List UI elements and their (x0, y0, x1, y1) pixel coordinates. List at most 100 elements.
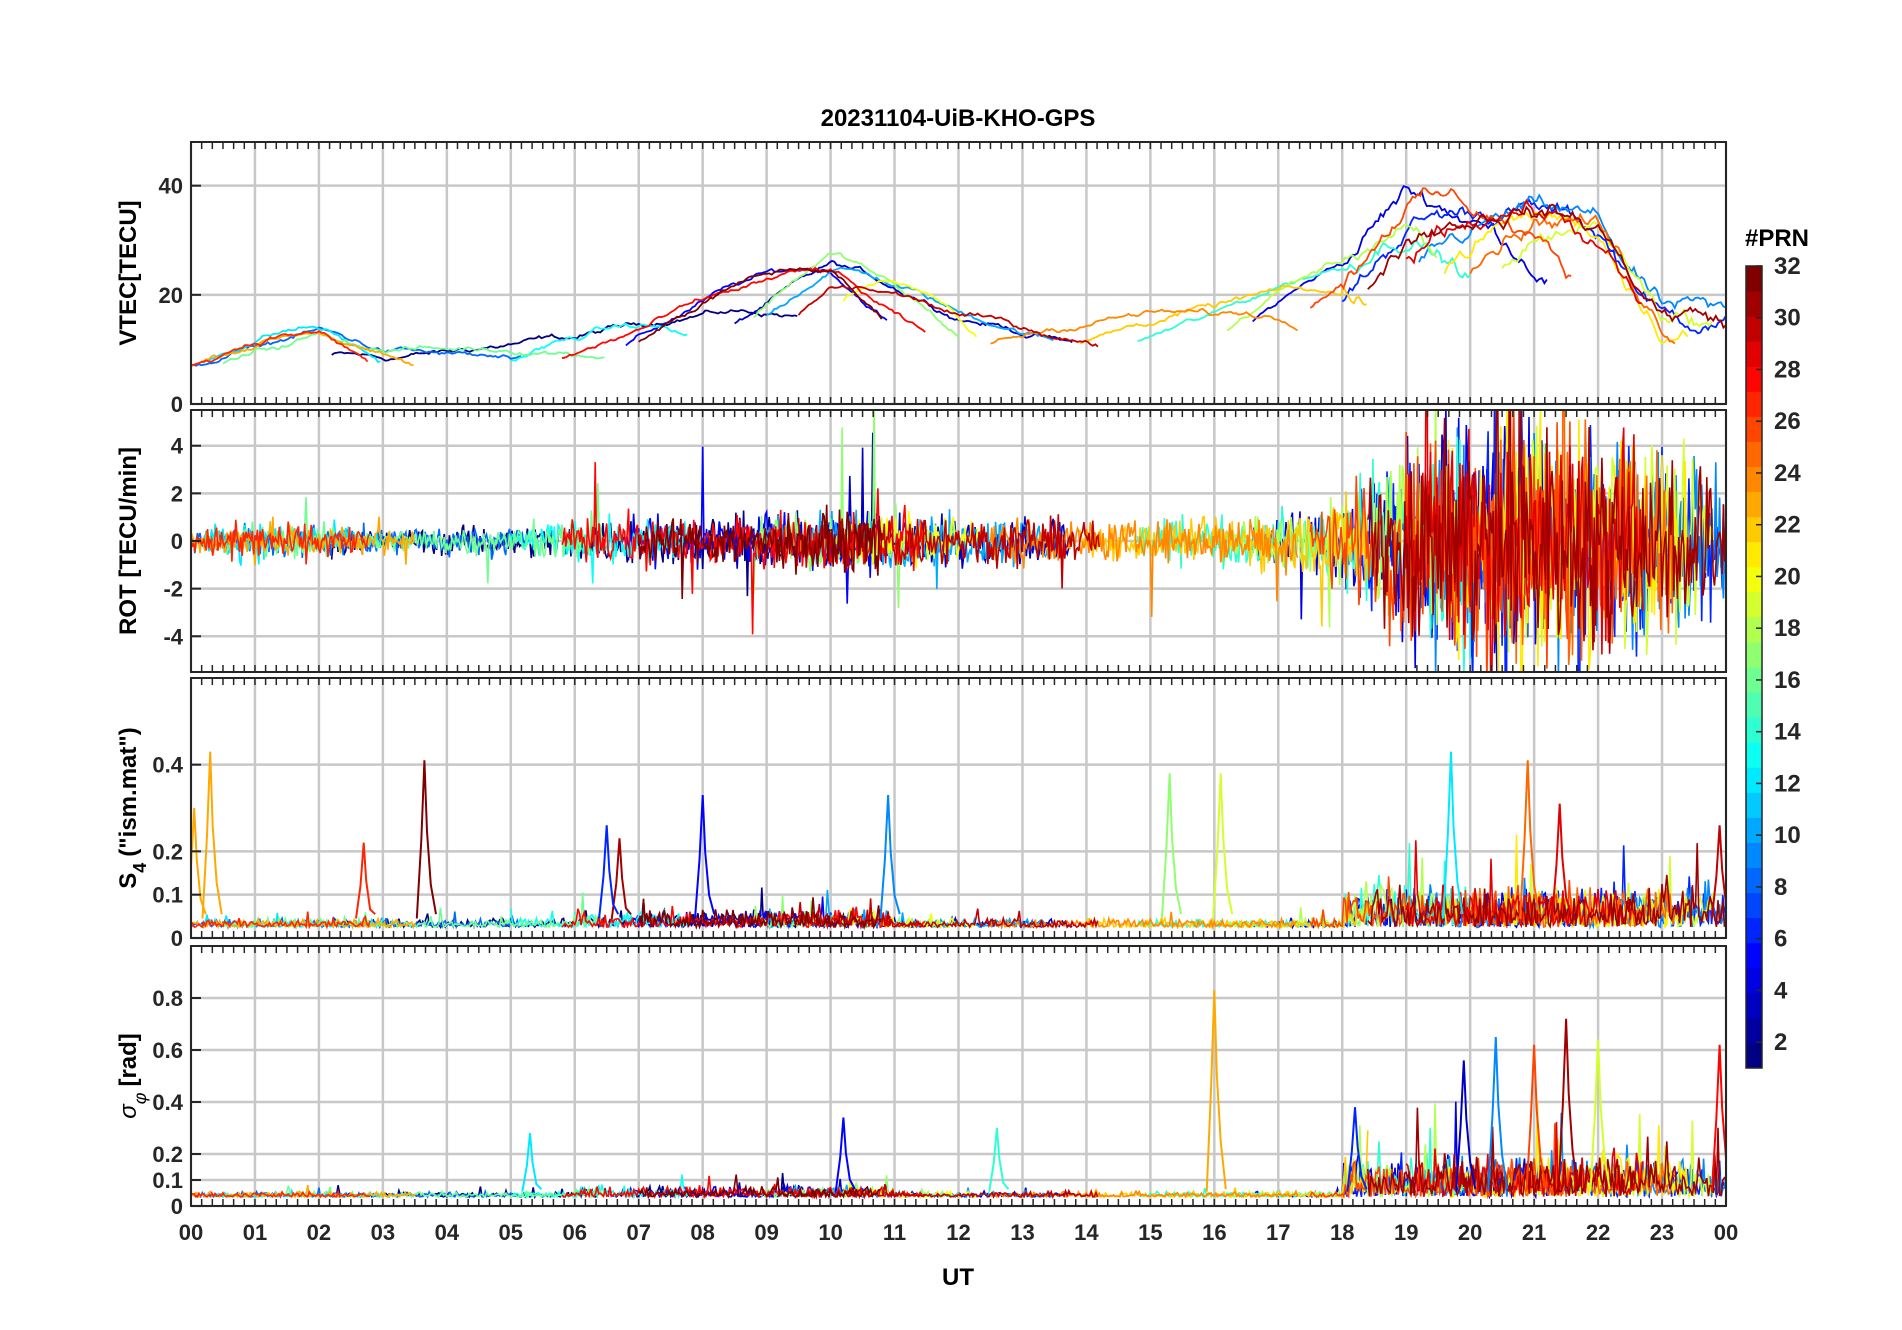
y-tick-label: 2 (171, 481, 183, 506)
sigma_phi-series-prn-31 (1367, 1107, 1726, 1198)
rot-series-prn-17 (753, 410, 960, 609)
sigma_phi-peak (1589, 1039, 1611, 1192)
colorbar-cell (1746, 516, 1762, 543)
colorbar-cell (1746, 767, 1762, 793)
s4-series-prn-31 (1367, 843, 1726, 929)
x-tick-label: 14 (1074, 1220, 1099, 1245)
colorbar-tick-label: 30 (1774, 305, 1801, 332)
colorbar-tick-label: 8 (1774, 874, 1787, 901)
sigma_phi-series-prn-32 (638, 1174, 881, 1200)
x-tick-label: 19 (1394, 1220, 1418, 1245)
y-axis-label-vtec: VTEC[TECU] (115, 200, 142, 345)
s4-peak (598, 825, 620, 919)
y-tick-label: 0.1 (152, 1168, 183, 1193)
y-label-sub: 4 (130, 863, 150, 873)
colorbar-tick-label: 22 (1774, 512, 1801, 539)
s4-peak (1519, 760, 1541, 919)
colorbar-cell (1746, 641, 1762, 668)
grid-vtec (189, 142, 1728, 406)
panel-sigma_phi: 00.10.2 0.4 0.6 0.8 σφ [rad] 00 01 02 03 04 05 06 07 0… (115, 945, 1738, 1245)
chart-title: 20231104-UiB-KHO-GPS (821, 105, 1096, 132)
colorbar-cell (1746, 917, 1762, 944)
vtec-series-prn-5 (625, 267, 888, 347)
vtec-series-prn-18 (1226, 223, 1438, 332)
s4-peak (355, 842, 376, 919)
y-axis-label-s4: S4 ("ism.mat") (115, 727, 150, 888)
y-tick-label: 0.2 (152, 839, 183, 864)
vtec-series-prn-32 (638, 267, 883, 343)
colorbar-cell (1746, 967, 1762, 994)
vtec-series-prn-28 (561, 266, 926, 359)
vtec-series-prn-6 (1341, 198, 1726, 335)
colorbar-cell (1746, 942, 1762, 969)
y-tick-label: 0.4 (152, 1090, 183, 1115)
x-tick-label: 05 (499, 1220, 523, 1245)
colorbar-tick-label: 26 (1774, 408, 1801, 435)
colorbar-tick-label: 12 (1774, 770, 1801, 797)
sigma_phi-peak (1525, 1044, 1547, 1192)
minor-ticks-rot (190, 410, 1727, 672)
vtec-series-prn-9 (1418, 193, 1726, 311)
sigma_phi-peak (1346, 1107, 1368, 1192)
colorbar-cell (1746, 466, 1762, 493)
y-axis-label-rot: ROT [TECU/min] (115, 447, 142, 635)
x-tick-label: 17 (1266, 1220, 1290, 1245)
x-tick-label: 08 (690, 1220, 714, 1245)
y-tick-label: 0 (171, 529, 183, 554)
y-tick-label: 0.1 (152, 883, 183, 908)
colorbar-cells (1746, 266, 1762, 1069)
y-tick-label: -2 (163, 577, 183, 602)
s4-series-prn-32 (637, 897, 881, 931)
s4-peak (415, 760, 437, 919)
colorbar-tick-label: 16 (1774, 667, 1801, 694)
x-tick-label: 15 (1138, 1220, 1162, 1245)
sigma_phi-peak (1487, 1036, 1509, 1192)
y-tick-label: -4 (163, 624, 183, 649)
x-tick-label: 02 (307, 1220, 331, 1245)
colorbar-tick-label: 18 (1774, 615, 1801, 642)
colorbar-tick-label: 20 (1774, 563, 1801, 590)
colorbar-cell (1746, 842, 1762, 868)
vtec-series-prn-4 (1252, 185, 1548, 323)
colorbar-cell (1746, 692, 1762, 718)
sigma_phi-peak (521, 1133, 543, 1192)
vtec-series-prn-16 (222, 331, 605, 365)
colorbar-tick-label: 6 (1774, 926, 1787, 953)
y-label-sub: φ (130, 1092, 150, 1104)
x-tick-label: 18 (1330, 1220, 1354, 1245)
colorbar-cell (1746, 591, 1762, 618)
vtec-series-prn-27 (191, 330, 369, 366)
y-tick-label: 0.4 (152, 753, 183, 778)
y-tick-label: 0.8 (152, 986, 183, 1011)
colorbar-tick-label: 2 (1774, 1029, 1787, 1056)
y-tick-label: 0 (171, 392, 183, 417)
rot-series-prn-30 (797, 514, 1100, 589)
series-sigma_phi (191, 990, 1726, 1200)
y-tick-label: 0 (171, 1194, 183, 1219)
s4-peak (1160, 773, 1183, 919)
sigma_phi-peak (1205, 990, 1227, 1192)
colorbar-cell (1746, 1042, 1762, 1069)
x-tick-label: 23 (1650, 1220, 1674, 1245)
colorbar-cell (1746, 566, 1762, 593)
rot-series-prn-27 (191, 519, 370, 565)
colorbar-cell (1746, 992, 1762, 1019)
vtec-series-prn-1 (331, 309, 798, 362)
series-s4 (191, 751, 1726, 931)
x-tick-label: 11 (883, 1220, 906, 1245)
colorbar-tick-label: 14 (1774, 719, 1801, 746)
x-tick-label: 07 (626, 1220, 650, 1245)
colorbar-cell (1746, 491, 1762, 518)
x-tick-label: 10 (818, 1220, 842, 1245)
colorbar-cell (1746, 416, 1762, 442)
vtec-series-prn-13 (510, 322, 688, 362)
sigma_phi-series-prn-27 (191, 1188, 371, 1199)
sigma_phi-series-prn-23 (191, 1184, 416, 1199)
x-axis-label: UT (942, 1264, 974, 1291)
s4-series-prn-27 (191, 911, 371, 930)
vtec-series-prn-17 (753, 252, 960, 338)
s4-peak (1710, 825, 1726, 919)
s4-series-prn-24 (989, 911, 1298, 931)
